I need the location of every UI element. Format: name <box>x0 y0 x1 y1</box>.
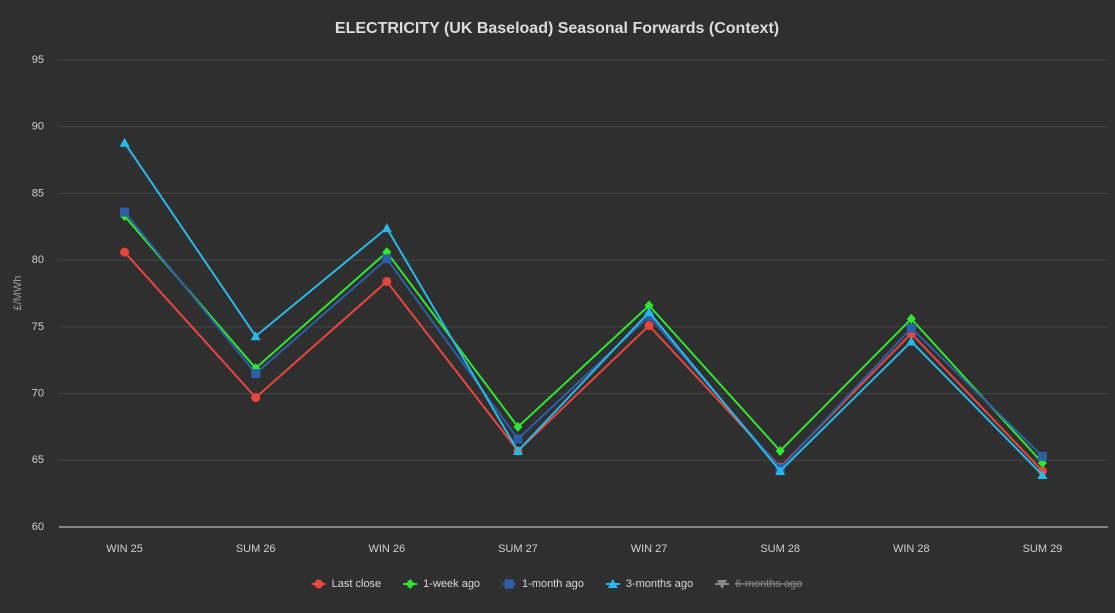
legend-item[interactable]: Last close <box>311 578 382 590</box>
marker <box>314 579 324 589</box>
x-tick-label: SUM 28 <box>760 543 800 555</box>
y-tick-label: 80 <box>32 254 44 266</box>
legend-label: Last close <box>332 578 382 590</box>
x-tick-label: SUM 27 <box>498 543 538 555</box>
marker <box>906 323 916 333</box>
marker <box>775 445 785 456</box>
marker <box>607 579 618 588</box>
marker <box>644 321 654 331</box>
series-line <box>123 215 1044 464</box>
marker <box>906 336 917 346</box>
y-tick-label: 60 <box>32 521 44 533</box>
marker <box>717 580 728 589</box>
marker <box>120 207 130 217</box>
marker <box>382 276 392 286</box>
legend-label: 1-week ago <box>423 578 480 590</box>
legend-label: 3-months ago <box>626 578 693 590</box>
marker <box>120 247 130 257</box>
y-tick-label: 90 <box>32 121 44 133</box>
marker <box>251 369 261 379</box>
legend-item[interactable]: 1-week ago <box>403 578 480 590</box>
marker <box>504 579 514 589</box>
marker <box>382 254 392 264</box>
marker <box>251 393 261 403</box>
marker <box>119 137 130 147</box>
chart-title: ELECTRICITY (UK Baseload) Seasonal Forwa… <box>335 20 779 37</box>
y-tick-label: 65 <box>32 454 44 466</box>
y-tick-label: 85 <box>32 187 44 199</box>
marker <box>644 300 654 311</box>
marker <box>405 579 415 589</box>
marker <box>250 331 261 341</box>
series-line <box>123 142 1044 476</box>
marker <box>906 313 916 324</box>
series-line <box>123 211 1044 470</box>
x-tick-label: WIN 28 <box>893 543 930 555</box>
x-tick-label: SUM 29 <box>1023 543 1063 555</box>
legend-item[interactable]: 3-months ago <box>605 578 693 590</box>
y-tick-label: 75 <box>32 321 44 333</box>
y-tick-label: 95 <box>32 54 44 66</box>
series-line <box>123 251 1044 472</box>
x-tick-label: WIN 27 <box>631 543 668 555</box>
marker <box>644 307 655 317</box>
y-tick-label: 70 <box>32 387 44 399</box>
y-axis-label: £/MWh <box>12 276 24 311</box>
marker <box>512 445 523 455</box>
legend-label: 1-month ago <box>522 578 584 590</box>
marker <box>1037 469 1048 479</box>
marker <box>513 434 523 444</box>
x-tick-label: SUM 26 <box>236 543 276 555</box>
legend: Last close 1-week ago 1-month ago 3-months … <box>311 578 802 590</box>
x-tick-label: WIN 25 <box>106 543 143 555</box>
x-tick-label: WIN 26 <box>368 543 405 555</box>
marker <box>775 465 786 475</box>
marker <box>381 223 392 233</box>
legend-label: 6-months ago <box>735 578 802 590</box>
marker <box>513 421 523 432</box>
legend-item[interactable]: 1-month ago <box>502 578 584 590</box>
marker <box>1037 451 1047 461</box>
legend-item[interactable]: 6-months ago <box>715 578 802 590</box>
